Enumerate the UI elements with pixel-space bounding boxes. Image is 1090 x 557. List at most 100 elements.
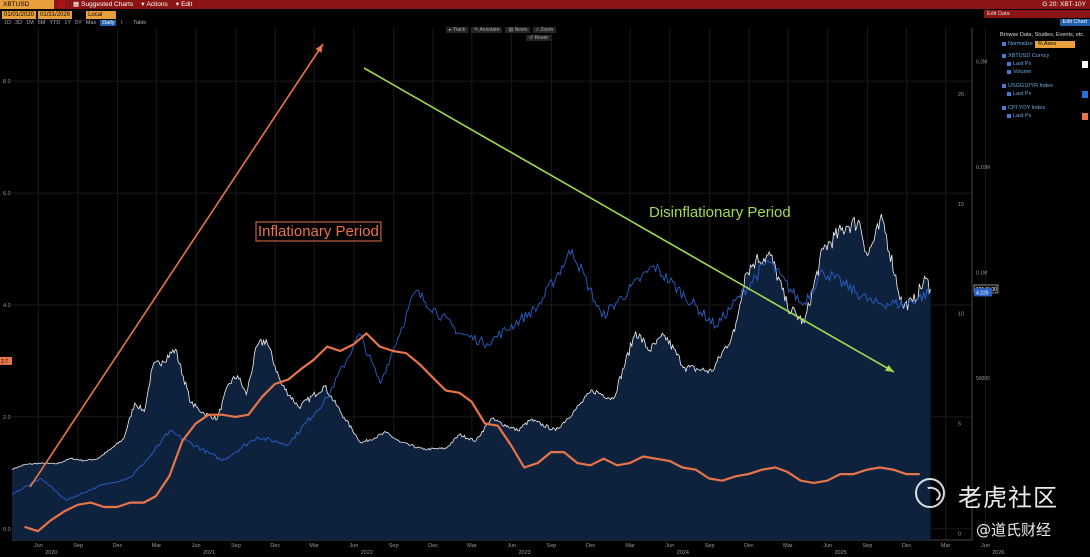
window-title: G 20: XBT-10Y bbox=[1042, 1, 1086, 8]
right2-tick-0: 50000 bbox=[976, 376, 990, 382]
frequency-dropdown[interactable]: Daily bbox=[100, 19, 117, 26]
range-1y[interactable]: 1Y bbox=[64, 19, 72, 26]
chart-tools: ▸ Track ✎ Annotate ▤ News ⌕ Zoom bbox=[446, 27, 557, 33]
right1-tick-4: 20 bbox=[958, 92, 964, 98]
cpi-series-layer bbox=[24, 332, 920, 533]
legend-series-btc[interactable]: XBTUSD Curncy bbox=[1000, 52, 1090, 60]
actions-menu[interactable]: ▾ Actions bbox=[141, 1, 168, 8]
x-tick-1: Sep bbox=[73, 543, 83, 549]
legend-series-us10y[interactable]: USGG10YR Index bbox=[1000, 82, 1090, 90]
range-5y[interactable]: 5Y bbox=[75, 19, 82, 26]
annotate-button[interactable]: ✎ Annotate bbox=[471, 27, 503, 33]
inflation-trend-arrow-head bbox=[315, 44, 323, 53]
news-button[interactable]: ▤ News bbox=[505, 27, 531, 33]
x-tick-22: Dec bbox=[902, 543, 912, 549]
left-tick-4: 8.0 bbox=[3, 79, 11, 85]
us10y-color-swatch bbox=[1082, 91, 1088, 98]
x-tick-16: Jun bbox=[665, 543, 674, 549]
inflationary-period-label: Inflationary Period bbox=[258, 223, 379, 240]
range-selector: 1D 3D 1M 6M YTD 1Y 5Y Max Daily ⌇ Table bbox=[0, 19, 146, 26]
legend-btc-last-px[interactable]: Last Px bbox=[1000, 60, 1090, 68]
btc-area bbox=[12, 214, 931, 540]
legend-panel: Browse Data, Studies, Events, etc. Norma… bbox=[1000, 30, 1090, 120]
checkbox-icon[interactable] bbox=[1007, 62, 1011, 66]
checkbox-icon[interactable] bbox=[1002, 54, 1006, 58]
edit-chart-button[interactable]: Edit Chart bbox=[1059, 19, 1090, 26]
right2-tick-3: 0.2M bbox=[976, 60, 987, 66]
year-label-2024: 2024 bbox=[677, 550, 689, 556]
right1-tick-3: 15 bbox=[958, 202, 964, 208]
legend-us10y-last-px[interactable]: Last Px bbox=[1000, 90, 1090, 98]
x-tick-7: Mar bbox=[309, 543, 319, 549]
range-3d[interactable]: 3D bbox=[15, 19, 23, 26]
currency-field[interactable]: Local CCY bbox=[86, 10, 117, 26]
x-tick-9: Sep bbox=[389, 543, 399, 549]
x-axis: Jun Sep Dec Mar Jun Sep Dec Mar Jun Sep Dec Mar Jun S… bbox=[34, 543, 1005, 556]
end-date-field[interactable]: 01/31/2026 bbox=[38, 10, 73, 19]
reset-button[interactable]: ↺ Reset bbox=[526, 35, 551, 41]
edit-icon: ▾ bbox=[175, 1, 180, 8]
checkbox-icon[interactable] bbox=[1007, 114, 1011, 118]
us10y-series-layer bbox=[11, 247, 931, 501]
chart-type-icon[interactable]: ⌇ bbox=[120, 19, 124, 26]
x-tick-24: Jun bbox=[981, 543, 990, 549]
normalize-dropdown[interactable]: % Axes bbox=[1034, 41, 1075, 48]
legend-series-cpi[interactable]: CPI YOY Index bbox=[1000, 104, 1090, 112]
year-label-2023: 2023 bbox=[519, 550, 531, 556]
range-6m[interactable]: 6M bbox=[37, 19, 46, 26]
x-tick-10: Dec bbox=[428, 543, 438, 549]
disinflation-trend-arrow bbox=[363, 67, 895, 373]
checkbox-icon[interactable] bbox=[1007, 92, 1011, 96]
left-tick-0: 0.0 bbox=[3, 527, 11, 533]
zoom-button[interactable]: ⌕ Zoom bbox=[533, 27, 557, 33]
x-tick-13: Sep bbox=[547, 543, 557, 549]
edit-data-field[interactable]: Edit Data bbox=[984, 10, 1090, 18]
x-tick-19: Mar bbox=[783, 543, 793, 549]
checkbox-icon[interactable] bbox=[1002, 84, 1006, 88]
right2-tick-2: 0.15M bbox=[976, 165, 990, 171]
x-tick-21: Sep bbox=[863, 543, 873, 549]
date-toolbar: 01/01/2020 01/31/2026 Local CCY Edit Dat… bbox=[0, 10, 1090, 26]
range-ytd[interactable]: YTD bbox=[49, 19, 61, 26]
cpi-color-swatch bbox=[1082, 113, 1088, 120]
inflationary-period-box bbox=[255, 221, 382, 242]
start-date-field[interactable]: 01/01/2020 bbox=[2, 10, 37, 19]
btc-series-layer bbox=[12, 213, 931, 540]
year-label-2026: 2026 bbox=[992, 550, 1004, 556]
checkbox-icon[interactable] bbox=[1007, 70, 1011, 74]
edit-menu[interactable]: ▾ Edit bbox=[175, 1, 193, 8]
right-axis: 0 5 10 15 20 50000 0.1M 0.15M 0.2M bbox=[958, 60, 990, 538]
table-button[interactable]: Table bbox=[133, 19, 147, 26]
btc-line bbox=[12, 213, 931, 470]
year-label-2025: 2025 bbox=[834, 550, 846, 556]
watermark-brand: 老虎社区 bbox=[958, 484, 1058, 512]
grid-icon: ▦ bbox=[73, 1, 80, 8]
suggested-charts-menu[interactable]: ▦ Suggested Charts bbox=[73, 1, 134, 8]
btc-color-swatch bbox=[1082, 61, 1088, 68]
left-tick-2: 4.0 bbox=[3, 303, 11, 309]
x-tick-20: Jun bbox=[823, 543, 832, 549]
legend-btc-volume[interactable]: Volume bbox=[1000, 68, 1090, 76]
legend-cpi-last-px[interactable]: Last Px bbox=[1000, 112, 1090, 120]
disinflationary-period-label: Disinflationary Period bbox=[649, 204, 791, 221]
right2-tick-1: 0.1M bbox=[976, 270, 987, 276]
track-button[interactable]: ▸ Track bbox=[446, 27, 469, 33]
checkbox-icon[interactable] bbox=[1002, 106, 1006, 110]
checkbox-icon[interactable] bbox=[1002, 42, 1006, 46]
normalize-option[interactable]: Normalize% Axes bbox=[1000, 40, 1090, 48]
actions-icon: ▾ bbox=[141, 1, 145, 8]
range-1m[interactable]: 1M bbox=[26, 19, 34, 26]
x-tick-17: Sep bbox=[705, 543, 715, 549]
x-tick-5: Sep bbox=[231, 543, 241, 549]
left-tick-3: 6.0 bbox=[3, 191, 11, 197]
us10y-last-value: 4.226 bbox=[976, 290, 989, 296]
range-1d[interactable]: 1D bbox=[4, 19, 12, 26]
browse-data-link[interactable]: Browse Data, Studies, Events, etc. bbox=[1000, 32, 1085, 38]
left-axis: 0.0 2.0 4.0 6.0 8.0 bbox=[3, 79, 11, 533]
x-tick-2: Dec bbox=[113, 543, 123, 549]
x-tick-18: Dec bbox=[744, 543, 754, 549]
cpi-last-value: 2.7 bbox=[1, 359, 8, 365]
year-label-2021: 2021 bbox=[203, 550, 215, 556]
range-max[interactable]: Max bbox=[85, 19, 97, 26]
